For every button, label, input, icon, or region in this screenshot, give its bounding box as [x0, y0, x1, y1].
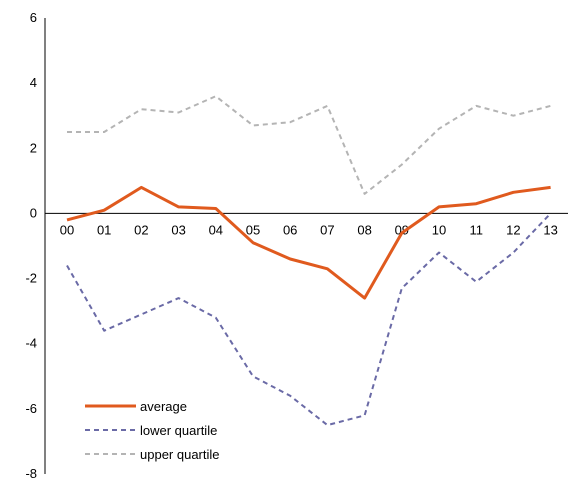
legend-label: average — [140, 399, 187, 414]
x-tick-label: 06 — [283, 222, 297, 237]
x-tick-label: 01 — [97, 222, 111, 237]
y-tick-label: -2 — [25, 271, 37, 286]
y-tick-label: -8 — [25, 466, 37, 481]
series-line-average — [66, 185, 551, 300]
y-tick-label: 0 — [30, 205, 37, 220]
y-tick-labels: 6 4 2 0 -2 -4 -6 -8 — [25, 10, 37, 481]
y-tick-label: 2 — [30, 140, 37, 155]
x-tick-label: 04 — [209, 222, 223, 237]
x-tick-label: 11 — [469, 222, 483, 237]
y-tick-label: 6 — [30, 10, 37, 25]
x-tick-label: 02 — [134, 222, 148, 237]
x-tick-labels: 00 01 02 03 04 05 06 07 08 09 10 11 12 13 — [60, 222, 558, 237]
y-tick-label: 4 — [30, 75, 37, 90]
legend-label: upper quartile — [140, 447, 220, 462]
x-tick-label: 03 — [171, 222, 185, 237]
series-lines — [66, 95, 552, 427]
x-tick-label: 08 — [357, 222, 371, 237]
series-line-upper-quartile — [67, 95, 551, 195]
y-tick-label: -6 — [25, 401, 37, 416]
x-tick-label: 10 — [432, 222, 446, 237]
x-tick-label: 12 — [506, 222, 520, 237]
legend-label: lower quartile — [140, 423, 217, 438]
legend: average lower quartile upper quartile — [85, 399, 220, 462]
series-line-lower-quartile — [66, 212, 552, 427]
y-tick-label: -4 — [25, 336, 37, 351]
x-tick-label: 09 — [395, 222, 409, 237]
x-tick-label: 07 — [320, 222, 334, 237]
x-tick-label: 13 — [543, 222, 557, 237]
x-tick-label: 00 — [60, 222, 74, 237]
x-tick-label: 05 — [246, 222, 260, 237]
